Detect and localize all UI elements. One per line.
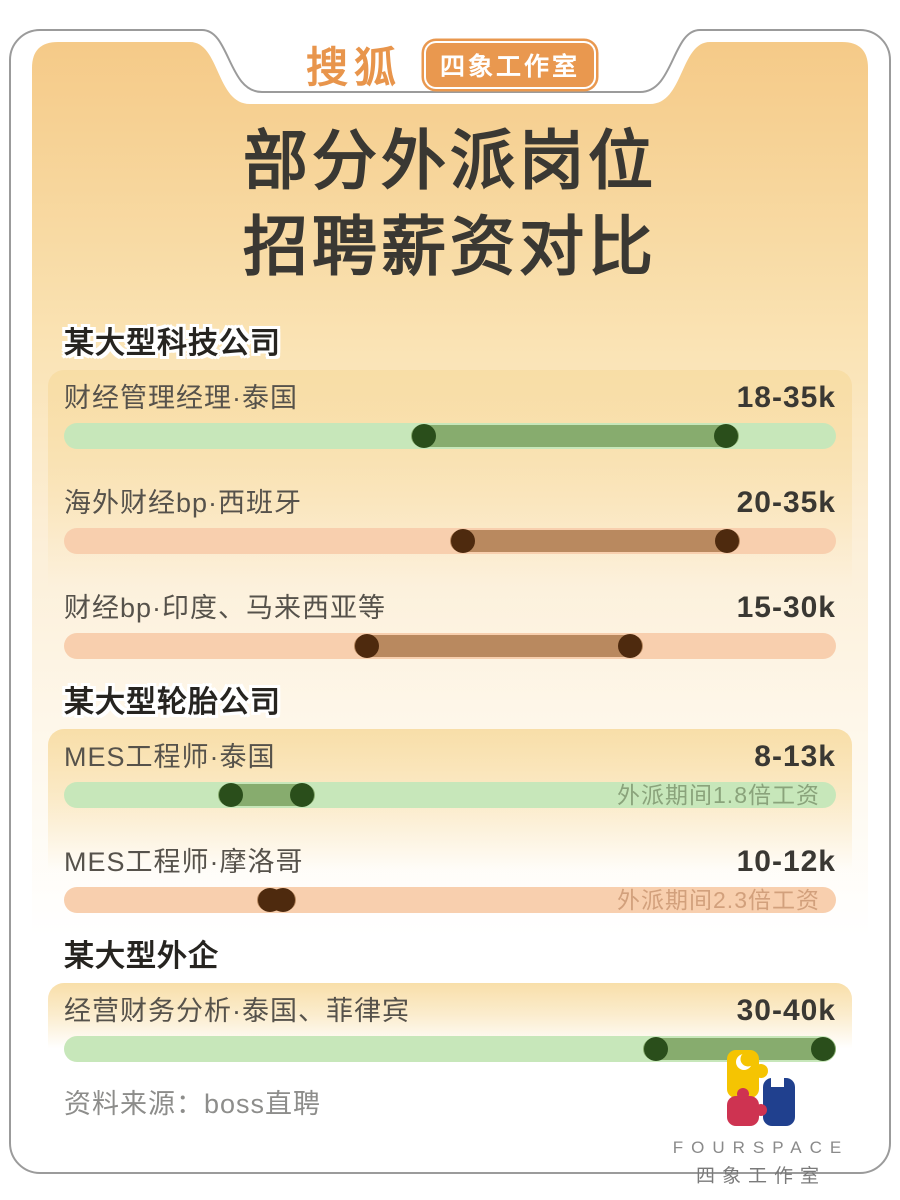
- salary-range-segment: [411, 424, 740, 448]
- salary-chart: 某大型科技公司 财经管理经理·泰国 18-35k 海外财经bp·西班牙 20-35k 财经…: [48, 318, 852, 1080]
- position-label: MES工程师·摩洛哥: [64, 847, 304, 877]
- salary-bar-track: 外派期间2.3倍工资: [64, 887, 836, 913]
- salary-row: 财经管理经理·泰国 18-35k: [64, 382, 836, 449]
- salary-range-label: 8-13k: [754, 740, 836, 773]
- salary-range-label: 20-35k: [736, 486, 836, 519]
- fourspace-puzzle-icon: [727, 1050, 795, 1126]
- title-line-1: 部分外派岗位: [242, 124, 657, 197]
- salary-row: 财经bp·印度、马来西亚等 15-30k: [64, 592, 836, 659]
- salary-range-segment: [353, 634, 643, 658]
- position-label: MES工程师·泰国: [64, 742, 276, 772]
- salary-bar-track: [64, 423, 836, 449]
- salary-bar-track: [64, 528, 836, 554]
- position-label: 财经管理经理·泰国: [64, 383, 298, 413]
- salary-range-label: 15-30k: [736, 591, 836, 624]
- salary-bar-track: 外派期间1.8倍工资: [64, 782, 836, 808]
- salary-row-header: MES工程师·摩洛哥 10-12k: [64, 846, 836, 878]
- sohu-logo: 搜狐: [305, 44, 402, 91]
- salary-range-segment: [643, 1037, 836, 1061]
- position-label: 海外财经bp·西班牙: [64, 488, 303, 518]
- salary-card: MES工程师·泰国 8-13k 外派期间1.8倍工资 MES工程师·摩洛哥 10-12k…: [48, 729, 852, 925]
- data-source: 资料来源：boss直聘: [64, 1089, 322, 1119]
- salary-row-header: 财经bp·印度、马来西亚等 15-30k: [64, 592, 836, 624]
- salary-range-label: 30-40k: [736, 994, 836, 1027]
- salary-bar-track: [64, 1036, 836, 1062]
- multiplier-note: 外派期间2.3倍工资: [617, 887, 820, 913]
- title-line-2: 招聘薪资对比: [242, 209, 657, 283]
- salary-row: 海外财经bp·西班牙 20-35k: [64, 487, 836, 554]
- salary-row-header: 财经管理经理·泰国 18-35k: [64, 382, 836, 414]
- header-brand-row: 搜狐 四象工作室: [0, 34, 900, 95]
- company-name: 某大型科技公司: [64, 327, 281, 360]
- salary-row: 经营财务分析·泰国、菲律宾 30-40k: [64, 995, 836, 1062]
- company-section: 某大型轮胎公司 MES工程师·泰国 8-13k 外派期间1.8倍工资 MES工程师·摩洛…: [48, 677, 852, 925]
- company-section: 某大型科技公司 财经管理经理·泰国 18-35k 海外财经bp·西班牙 20-35k 财经…: [48, 318, 852, 671]
- company-name: 某大型轮胎公司: [64, 686, 281, 719]
- page-title: 部分外派岗位 招聘薪资对比: [0, 118, 900, 290]
- salary-row-header: 海外财经bp·西班牙 20-35k: [64, 487, 836, 519]
- salary-card: 财经管理经理·泰国 18-35k 海外财经bp·西班牙 20-35k 财经bp·印度、马…: [48, 370, 852, 671]
- fourspace-wordmark: FOURSPACE: [672, 1138, 850, 1157]
- fourspace-logo-block: FOURSPACE 四象工作室: [666, 1048, 856, 1188]
- salary-row: MES工程师·泰国 8-13k 外派期间1.8倍工资: [64, 741, 836, 808]
- fourspace-chinese-name: 四象工作室: [695, 1166, 826, 1187]
- multiplier-note: 外派期间1.8倍工资: [617, 782, 820, 808]
- salary-range-segment: [257, 888, 296, 912]
- position-label: 财经bp·印度、马来西亚等: [64, 593, 387, 623]
- position-label: 经营财务分析·泰国、菲律宾: [64, 996, 410, 1026]
- salary-range-segment: [218, 783, 315, 807]
- salary-card: 经营财务分析·泰国、菲律宾 30-40k: [48, 983, 852, 1074]
- salary-range-segment: [450, 529, 740, 553]
- salary-row-header: MES工程师·泰国 8-13k: [64, 741, 836, 773]
- salary-bar-track: [64, 633, 836, 659]
- company-section: 某大型外企经营财务分析·泰国、菲律宾 30-40k: [48, 931, 852, 1074]
- salary-range-label: 18-35k: [736, 381, 836, 414]
- company-name: 某大型外企: [64, 940, 219, 973]
- salary-range-label: 10-12k: [736, 845, 836, 878]
- salary-row-header: 经营财务分析·泰国、菲律宾 30-40k: [64, 995, 836, 1027]
- studio-badge: 四象工作室: [426, 42, 595, 87]
- salary-row: MES工程师·摩洛哥 10-12k 外派期间2.3倍工资: [64, 846, 836, 913]
